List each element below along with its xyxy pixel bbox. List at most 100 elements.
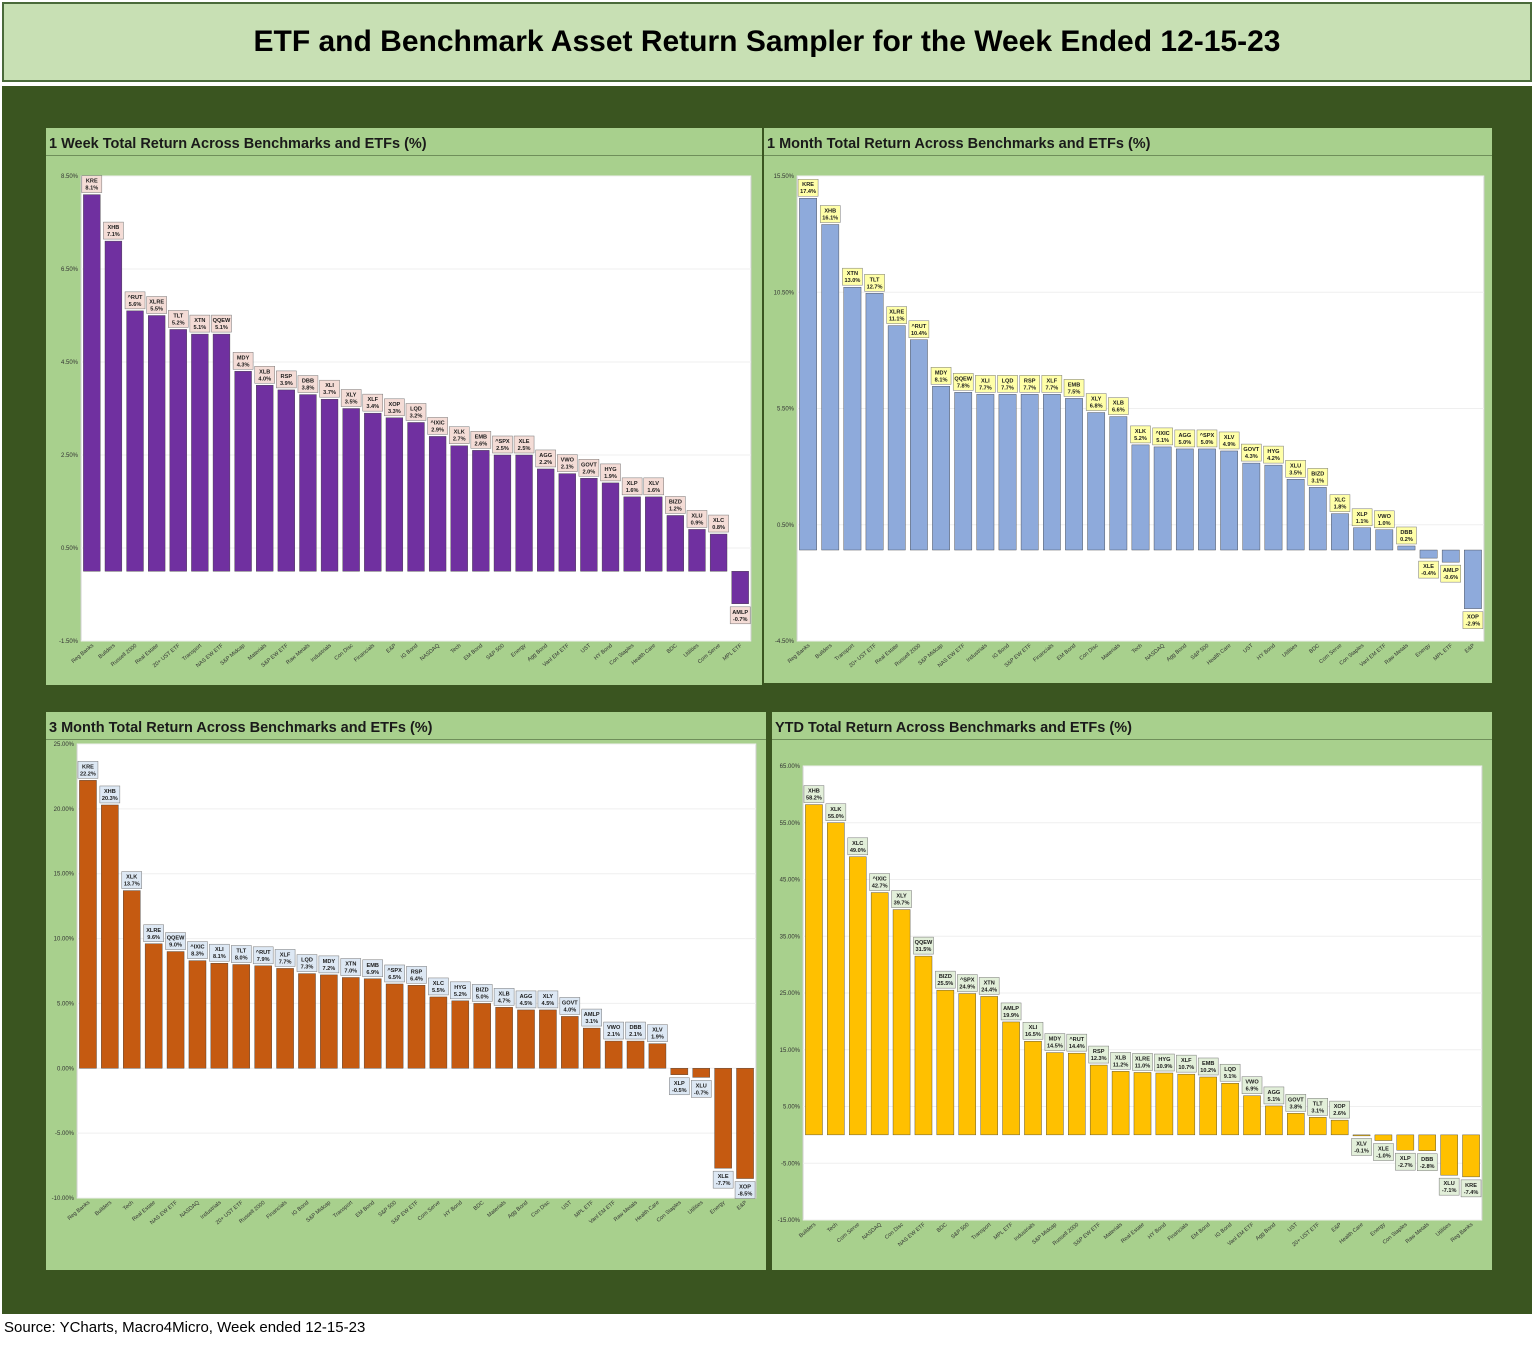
bar [736, 1068, 754, 1179]
bar [342, 977, 360, 1069]
ticker-label: XLF [1181, 1058, 1192, 1064]
data-label-box [340, 958, 362, 976]
category-label: HY Bond [1256, 643, 1277, 662]
y-tick-label: 15.00% [54, 872, 75, 878]
bar [910, 339, 928, 551]
category-label: Health Care [631, 643, 657, 666]
category-label: UST [1287, 1222, 1300, 1234]
category-label: Transport [332, 1200, 354, 1220]
bar [144, 943, 163, 1069]
ticker-label: ^SPX [495, 439, 510, 445]
bar [363, 978, 382, 1069]
bar [493, 454, 512, 572]
bar [870, 892, 889, 1136]
category-label: Transport [971, 1222, 993, 1242]
data-label-box [891, 890, 912, 908]
value-label: 12.7% [867, 284, 883, 290]
chart-title: 1 Week Total Return Across Benchmarks an… [49, 136, 427, 152]
ticker-label: XLP [1357, 512, 1368, 518]
value-label: 5.2% [454, 992, 467, 998]
data-label-box [578, 459, 600, 477]
ticker-label: XLU [1444, 1181, 1455, 1187]
data-label-box [232, 352, 254, 370]
ticker-label: XTN [847, 271, 858, 277]
data-label-box [1041, 375, 1063, 393]
ticker-label: AGG [520, 994, 533, 1000]
value-label: 2.7% [453, 437, 466, 443]
ticker-label: AMLP [1003, 1006, 1019, 1012]
value-label: 7.9% [257, 957, 270, 963]
value-label: 2.2% [539, 460, 552, 466]
ticker-label: XLY [1091, 397, 1102, 403]
value-label: 5.2% [1134, 436, 1147, 442]
y-tick-label: 0.50% [777, 523, 795, 529]
data-label-box [913, 936, 934, 955]
ticker-label: VWO [607, 1025, 621, 1031]
data-label-box [297, 375, 319, 393]
category-label: E&P [1464, 643, 1477, 655]
category-label: Reg Banks [787, 643, 812, 665]
data-label-box [1351, 508, 1373, 527]
data-label-box [384, 398, 405, 417]
data-label-box [1418, 560, 1439, 579]
data-label-box [1176, 1054, 1197, 1073]
value-label: 4.3% [1245, 454, 1258, 460]
data-label-box [1241, 443, 1262, 462]
bar [1198, 448, 1216, 551]
ticker-label: QQEW [954, 376, 972, 382]
source-note: Source: YCharts, Macro4Micro, Week ended… [4, 1319, 366, 1336]
value-label: 10.2% [1200, 1068, 1216, 1074]
bar [827, 822, 845, 1136]
bar [1331, 513, 1349, 551]
data-label-box [997, 375, 1018, 393]
title-divider [764, 155, 1492, 156]
ticker-label: GOVT [1243, 447, 1259, 453]
bar [299, 394, 317, 572]
data-label-box [864, 274, 885, 292]
data-label-box [1019, 375, 1040, 393]
ticker-label: XLY [346, 393, 357, 399]
category-label: Materials [486, 1200, 507, 1219]
bar [1375, 529, 1394, 551]
value-label: 6.9% [1246, 1087, 1259, 1093]
title-divider [46, 155, 762, 156]
category-label: Con Disc [1079, 643, 1100, 662]
ticker-label: AGG [1268, 1090, 1281, 1096]
value-label: 2.5% [496, 446, 509, 452]
value-label: 4.2% [1267, 456, 1280, 462]
ticker-label: XHB [104, 789, 116, 795]
value-label: 13.0% [844, 278, 860, 284]
data-label-box [209, 943, 230, 962]
data-label-box [450, 981, 471, 1000]
value-label: 6.5% [388, 975, 401, 981]
y-tick-label: -15.00% [778, 1218, 801, 1224]
ticker-label: XLE [519, 439, 530, 445]
value-label: 3.2% [410, 413, 423, 419]
data-label-box [1000, 1002, 1022, 1021]
value-label: 5.5% [150, 307, 163, 313]
value-label: 7.5% [1068, 389, 1081, 395]
bar [1109, 416, 1128, 551]
bar [932, 386, 950, 551]
ticker-label: XLK [1135, 429, 1146, 435]
data-label-box [819, 205, 841, 223]
category-label: Materials [1103, 1222, 1124, 1241]
category-label: BDC [666, 643, 679, 655]
bar [914, 955, 933, 1136]
bar [958, 993, 977, 1136]
data-label-box [1263, 445, 1284, 464]
value-label: 6.9% [366, 970, 379, 976]
bar [385, 983, 404, 1069]
category-label: Energy [709, 1200, 726, 1216]
category-label: UST [1242, 643, 1255, 655]
bar [843, 286, 862, 551]
ticker-label: KRE [86, 179, 98, 185]
ticker-label: ^RUT [256, 950, 271, 956]
ticker-label: KRE [1465, 1183, 1477, 1189]
category-label: UST [561, 1200, 574, 1212]
ticker-label: XLF [1047, 378, 1058, 384]
bar [1089, 1064, 1108, 1136]
data-label-box [1152, 427, 1173, 446]
category-label: Con Staples [656, 1200, 683, 1224]
